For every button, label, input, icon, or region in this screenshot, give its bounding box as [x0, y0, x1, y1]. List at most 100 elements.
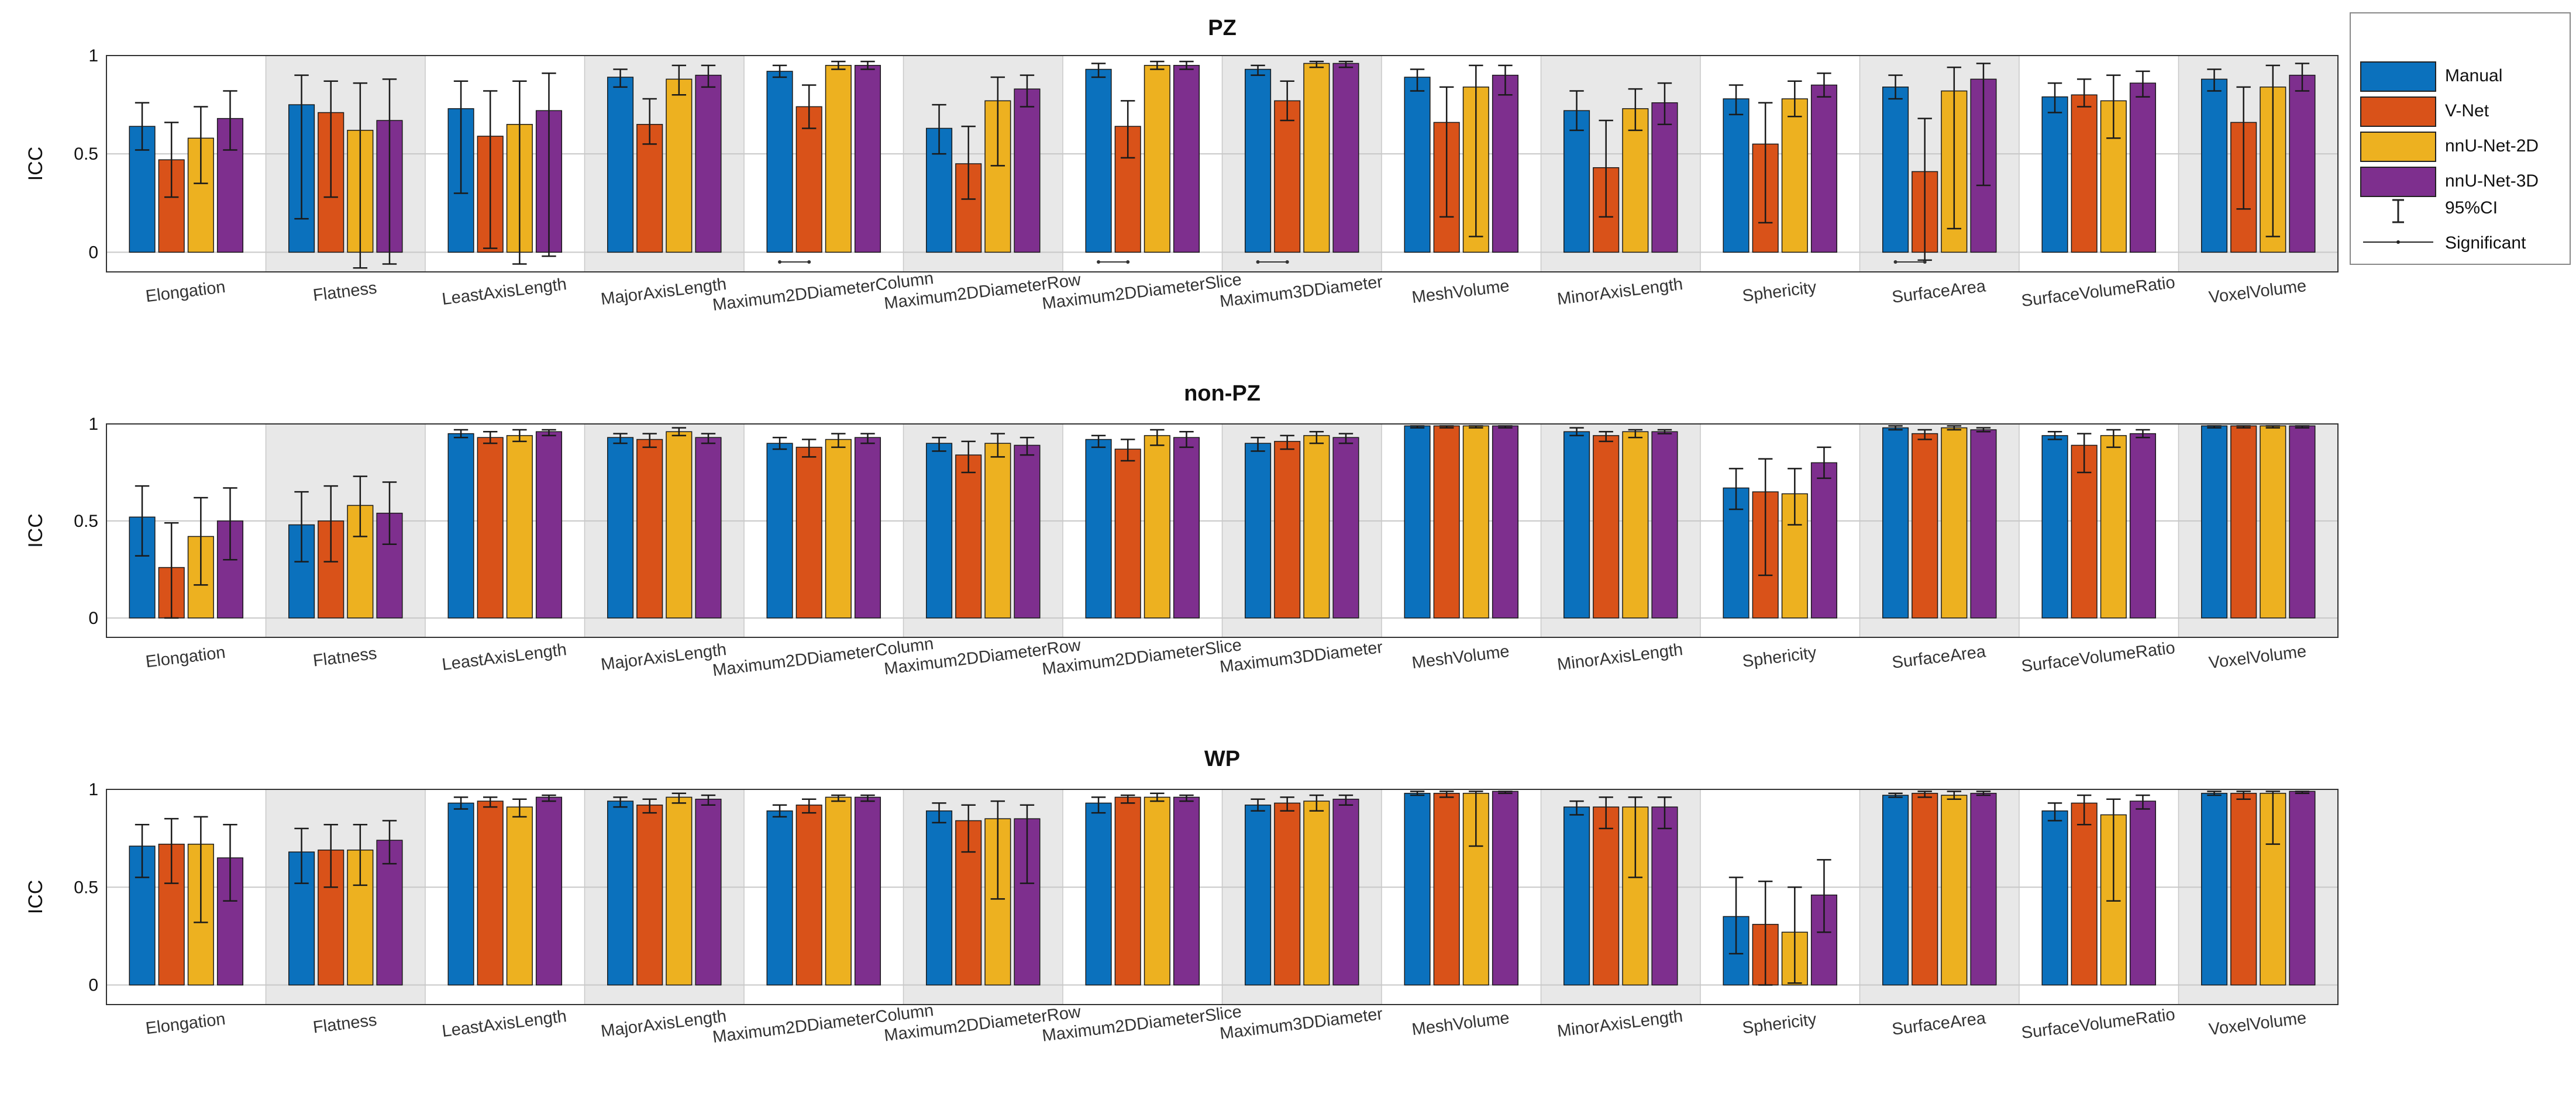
errorbar-pz-maximum2-ddiameter-row-vnet — [961, 125, 976, 200]
bar-non-pz-maximum3-ddiameter-manual — [1244, 443, 1272, 619]
bar-wp-voxel-volume-nnunet3d — [2289, 791, 2316, 986]
bar-non-pz-maximum2-ddiameter-column-vnet — [795, 447, 822, 619]
bar-pz-maximum3-ddiameter-nnunet3d — [1332, 63, 1359, 253]
category-label-mesh-volume: MeshVolume — [1411, 1009, 1510, 1039]
errorbar-pz-maximum2-ddiameter-row-manual — [932, 103, 946, 155]
bar-non-pz-major-axis-length-nnunet3d — [695, 437, 722, 619]
errorbar-pz-surface-volume-ratio-nnunet2d — [2106, 74, 2121, 139]
category-label-minor-axis-length: MinorAxisLength — [1556, 275, 1684, 309]
y-tick-label: 1 — [88, 46, 98, 65]
bar-pz-sphericity-nnunet3d — [1810, 84, 1838, 253]
bar-pz-maximum2-ddiameter-column-vnet — [795, 106, 822, 253]
bar-wp-minor-axis-length-manual — [1563, 806, 1590, 986]
errorbar-non-pz-maximum2-ddiameter-column-nnunet3d — [860, 433, 875, 444]
errorbar-wp-maximum2-ddiameter-column-nnunet3d — [860, 794, 875, 802]
bar-wp-least-axis-length-nnunet2d — [506, 806, 533, 986]
errorbar-pz-maximum2-ddiameter-slice-nnunet2d — [1150, 60, 1165, 70]
errorbar-wp-maximum2-ddiameter-row-nnunet3d — [1020, 804, 1035, 884]
bar-pz-mesh-volume-manual — [1404, 77, 1431, 253]
errorbar-pz-least-axis-length-manual — [453, 80, 469, 194]
bar-non-pz-least-axis-length-manual — [447, 433, 474, 619]
errorbar-non-pz-surface-volume-ratio-vnet — [2076, 433, 2092, 474]
errorbar-pz-mesh-volume-vnet — [1439, 86, 1454, 218]
bar-pz-minor-axis-length-nnunet3d — [1651, 102, 1678, 253]
bar-pz-maximum3-ddiameter-manual — [1244, 68, 1272, 253]
category-label-voxel-volume: VoxelVolume — [2207, 642, 2307, 672]
legend: Manual V-Net nnU-Net-2D nnU-Net-3D 95%CI… — [2350, 12, 2571, 265]
errorbar-pz-sphericity-nnunet2d — [1788, 80, 1802, 118]
bar-wp-major-axis-length-manual — [607, 800, 634, 986]
bar-non-pz-minor-axis-length-nnunet2d — [1622, 431, 1649, 619]
bar-non-pz-mesh-volume-nnunet3d — [1492, 425, 1519, 619]
bar-non-pz-maximum3-ddiameter-vnet — [1274, 441, 1301, 619]
errorbar-pz-maximum2-ddiameter-row-nnunet3d — [1020, 74, 1035, 108]
errorbar-wp-surface-volume-ratio-nnunet3d — [2136, 794, 2150, 810]
significance-marker-surface-area — [1893, 260, 1927, 264]
errorbar-wp-voxel-volume-nnunet3d — [2295, 791, 2310, 794]
category-label-surface-volume-ratio: SurfaceVolumeRatio — [2020, 1005, 2176, 1043]
category-label-maximum3-ddiameter: Maximum3DDiameter — [1219, 272, 1385, 311]
bar-non-pz-minor-axis-length-manual — [1563, 431, 1590, 619]
errorbar-non-pz-maximum2-ddiameter-row-nnunet3d — [1020, 436, 1035, 456]
errorbar-non-pz-maximum2-ddiameter-row-manual — [932, 436, 946, 452]
errorbar-non-pz-surface-area-nnunet3d — [1976, 427, 1991, 433]
bar-pz-sphericity-manual — [1723, 98, 1750, 253]
bar-pz-major-axis-length-nnunet2d — [666, 78, 693, 253]
y-tick-label: 1 — [88, 415, 98, 434]
errorbar-pz-minor-axis-length-manual — [1569, 90, 1584, 132]
axes-frame — [106, 55, 2339, 272]
errorbar-non-pz-flatness-nnunet2d — [353, 475, 368, 537]
errorbar-pz-elongation-manual — [135, 102, 150, 151]
bar-wp-major-axis-length-vnet — [636, 805, 663, 986]
category-label-least-axis-length: LeastAxisLength — [441, 640, 568, 674]
bar-non-pz-maximum2-ddiameter-row-nnunet2d — [984, 443, 1011, 619]
errorbar-non-pz-elongation-nnunet3d — [223, 487, 237, 561]
category-label-least-axis-length: LeastAxisLength — [441, 275, 568, 309]
y-tick-label: 0 — [88, 976, 98, 995]
errorbar-wp-maximum2-ddiameter-column-vnet — [801, 798, 817, 814]
errorbar-wp-major-axis-length-nnunet3d — [701, 794, 716, 806]
errorbar-non-pz-maximum2-ddiameter-slice-nnunet2d — [1150, 429, 1165, 446]
errorbar-pz-major-axis-length-nnunet2d — [671, 64, 687, 96]
errorbar-wp-sphericity-nnunet2d — [1788, 886, 1802, 984]
panel-title: non-PZ — [1184, 381, 1261, 406]
bar-wp-minor-axis-length-nnunet3d — [1651, 806, 1678, 986]
legend-swatch-manual — [2360, 61, 2436, 92]
errorbar-pz-surface-volume-ratio-vnet — [2076, 78, 2092, 108]
legend-label-manual: Manual — [2445, 66, 2502, 85]
legend-swatch-nnunet3d — [2360, 167, 2436, 197]
bar-wp-major-axis-length-nnunet2d — [666, 796, 693, 986]
errorbar-non-pz-maximum2-ddiameter-row-nnunet2d — [990, 433, 1005, 458]
errorbar-non-pz-surface-area-vnet — [1917, 429, 1932, 440]
errorbar-pz-surface-volume-ratio-manual — [2047, 82, 2062, 113]
errorbar-pz-flatness-nnunet2d — [353, 82, 368, 269]
errorbar-wp-voxel-volume-manual — [2207, 791, 2222, 796]
errorbar-non-pz-mesh-volume-manual — [1410, 425, 1425, 429]
bar-pz-maximum3-ddiameter-vnet — [1274, 100, 1301, 253]
errorbar-wp-major-axis-length-nnunet2d — [671, 792, 687, 804]
bar-wp-voxel-volume-vnet — [2230, 792, 2257, 986]
errorbar-wp-maximum2-ddiameter-row-nnunet2d — [990, 800, 1005, 900]
errorbar-non-pz-surface-volume-ratio-nnunet2d — [2106, 429, 2121, 448]
errorbar-wp-maximum2-ddiameter-column-nnunet2d — [831, 794, 846, 802]
errorbar-wp-maximum3-ddiameter-manual — [1251, 798, 1265, 812]
errorbar-pz-maximum3-ddiameter-nnunet3d — [1338, 60, 1354, 68]
errorbar-non-pz-maximum2-ddiameter-slice-manual — [1091, 434, 1106, 448]
y-tick-label: 0 — [88, 609, 98, 628]
errorbar-non-pz-maximum2-ddiameter-column-vnet — [801, 439, 817, 458]
legend-label-nnunet2d: nnU-Net-2D — [2445, 136, 2539, 156]
bar-pz-major-axis-length-vnet — [636, 123, 663, 253]
category-label-major-axis-length: MajorAxisLength — [600, 275, 728, 309]
significance-dot — [778, 260, 782, 264]
errorbar-non-pz-minor-axis-length-vnet — [1599, 431, 1613, 443]
errorbar-wp-maximum2-ddiameter-slice-manual — [1091, 796, 1106, 814]
errorbar-pz-voxel-volume-manual — [2207, 68, 2222, 92]
bar-wp-mesh-volume-vnet — [1433, 792, 1460, 986]
bar-wp-surface-volume-ratio-nnunet3d — [2129, 800, 2157, 986]
errorbar-wp-flatness-nnunet2d — [353, 823, 368, 886]
errorbar-pz-mesh-volume-manual — [1410, 68, 1425, 92]
errorbar-wp-maximum3-ddiameter-nnunet3d — [1338, 794, 1354, 806]
errorbar-wp-minor-axis-length-manual — [1569, 800, 1584, 816]
errorbar-wp-elongation-nnunet2d — [194, 816, 208, 923]
